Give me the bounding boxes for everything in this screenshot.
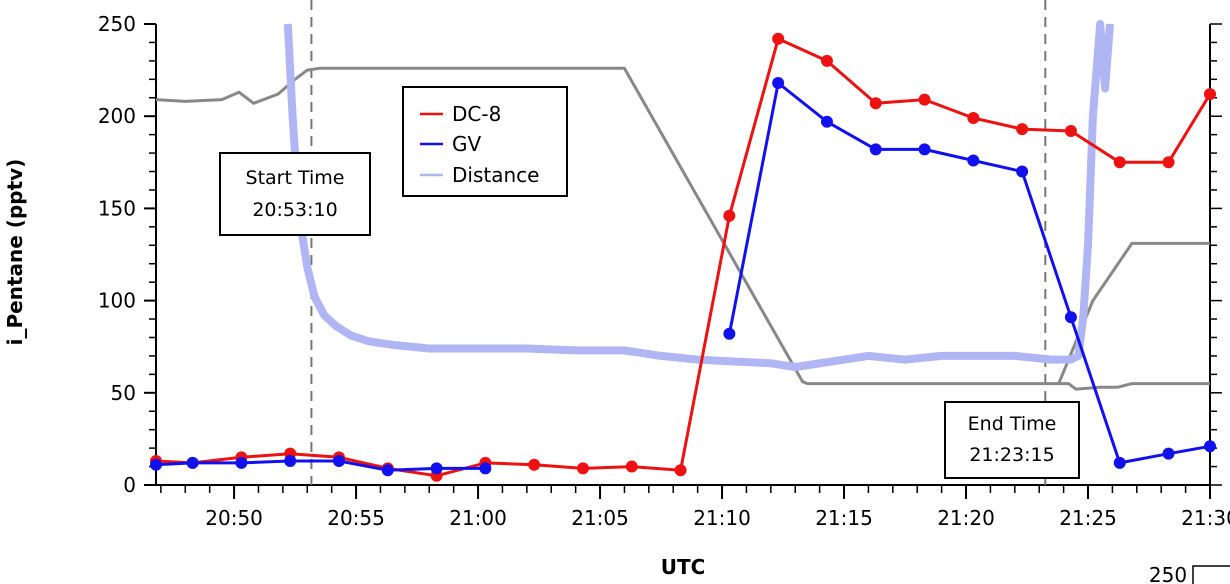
data-point-1 xyxy=(1113,456,1126,469)
data-point-1 xyxy=(772,77,785,90)
data-point-0 xyxy=(723,209,736,222)
x-axis-ticks: 20:50 20:55 21:00 21:05 21:10 21:15 21:20 21:25… xyxy=(160,485,1230,530)
end-time-box xyxy=(944,401,1080,479)
data-point-1 xyxy=(430,462,443,475)
data-point-1 xyxy=(918,143,931,156)
data-point-1 xyxy=(1162,447,1175,460)
data-point-1 xyxy=(381,464,394,477)
data-point-0 xyxy=(820,54,833,67)
data-point-1 xyxy=(869,143,882,156)
data-point-0 xyxy=(625,460,638,473)
y-tick-label: 0 xyxy=(123,473,136,497)
data-point-1 xyxy=(479,462,492,475)
data-point-0 xyxy=(869,97,882,110)
data-point-0 xyxy=(1113,156,1126,169)
end-time-annotation: End Time 21:23:15 xyxy=(944,401,1080,479)
data-point-0 xyxy=(772,32,785,45)
start-time-box xyxy=(219,152,371,236)
x-tick-label: 21:10 xyxy=(693,506,751,530)
data-point-1 xyxy=(235,456,248,469)
data-point-1 xyxy=(723,327,736,340)
data-point-0 xyxy=(1162,156,1175,169)
legend-box xyxy=(402,86,568,197)
y-tick-label: 150 xyxy=(98,196,136,220)
data-point-1 xyxy=(1016,165,1029,178)
data-point-1 xyxy=(820,115,833,128)
legend-label-distance: Distance xyxy=(452,163,539,187)
x-tick-label: 21:15 xyxy=(815,506,873,530)
y-tick-label: 50 xyxy=(111,381,136,405)
y-tick-label: 250 xyxy=(98,12,136,36)
y-axis-ticks: 0 50 100 150 200 250 xyxy=(98,12,156,497)
legend-label-dc8: DC-8 xyxy=(452,102,501,126)
data-point-0 xyxy=(528,458,541,471)
marker-layer xyxy=(150,32,1216,482)
data-point-1 xyxy=(284,455,297,468)
data-point-0 xyxy=(576,462,589,475)
x-tick-label: 20:55 xyxy=(327,506,385,530)
data-point-1 xyxy=(186,456,199,469)
series-line-1 xyxy=(155,459,486,472)
y-axis-title: i_Pentane (pptv) xyxy=(3,159,27,346)
start-time-annotation: Start Time 20:53:10 xyxy=(219,152,371,236)
series-line-3 xyxy=(155,66,1210,391)
legend: DC-8 GV Distance xyxy=(402,86,568,197)
data-point-0 xyxy=(1016,123,1029,136)
right-axis-tick-label: 250 xyxy=(1149,563,1187,584)
x-tick-label: 20:50 xyxy=(205,506,263,530)
data-point-1 xyxy=(332,455,345,468)
end-time-label: End Time xyxy=(968,413,1057,435)
series-line-2 xyxy=(283,20,1114,371)
data-point-1 xyxy=(1064,311,1077,324)
y-tick-label: 200 xyxy=(98,104,136,128)
data-point-0 xyxy=(1064,124,1077,137)
end-time-value: 21:23:15 xyxy=(969,444,1054,466)
x-tick-label: 21:20 xyxy=(937,506,995,530)
y-tick-label: 100 xyxy=(98,289,136,313)
legend-label-gv: GV xyxy=(452,132,481,156)
right-axis-ticks xyxy=(1210,23,1222,486)
right-axis-frame xyxy=(1192,565,1230,584)
x-tick-label: 21:30 xyxy=(1181,506,1230,530)
data-point-0 xyxy=(674,464,687,477)
data-point-1 xyxy=(150,458,162,471)
start-time-value: 20:53:10 xyxy=(252,199,337,221)
data-point-1 xyxy=(967,154,980,167)
x-tick-label: 21:05 xyxy=(571,506,629,530)
data-point-0 xyxy=(967,112,980,125)
start-time-label: Start Time xyxy=(246,167,345,189)
x-axis-title: UTC xyxy=(661,555,706,579)
x-tick-label: 21:25 xyxy=(1059,506,1117,530)
data-point-0 xyxy=(918,93,931,106)
data-point-0 xyxy=(1204,88,1216,101)
x-tick-label: 21:00 xyxy=(449,506,507,530)
data-point-1 xyxy=(1204,440,1216,453)
